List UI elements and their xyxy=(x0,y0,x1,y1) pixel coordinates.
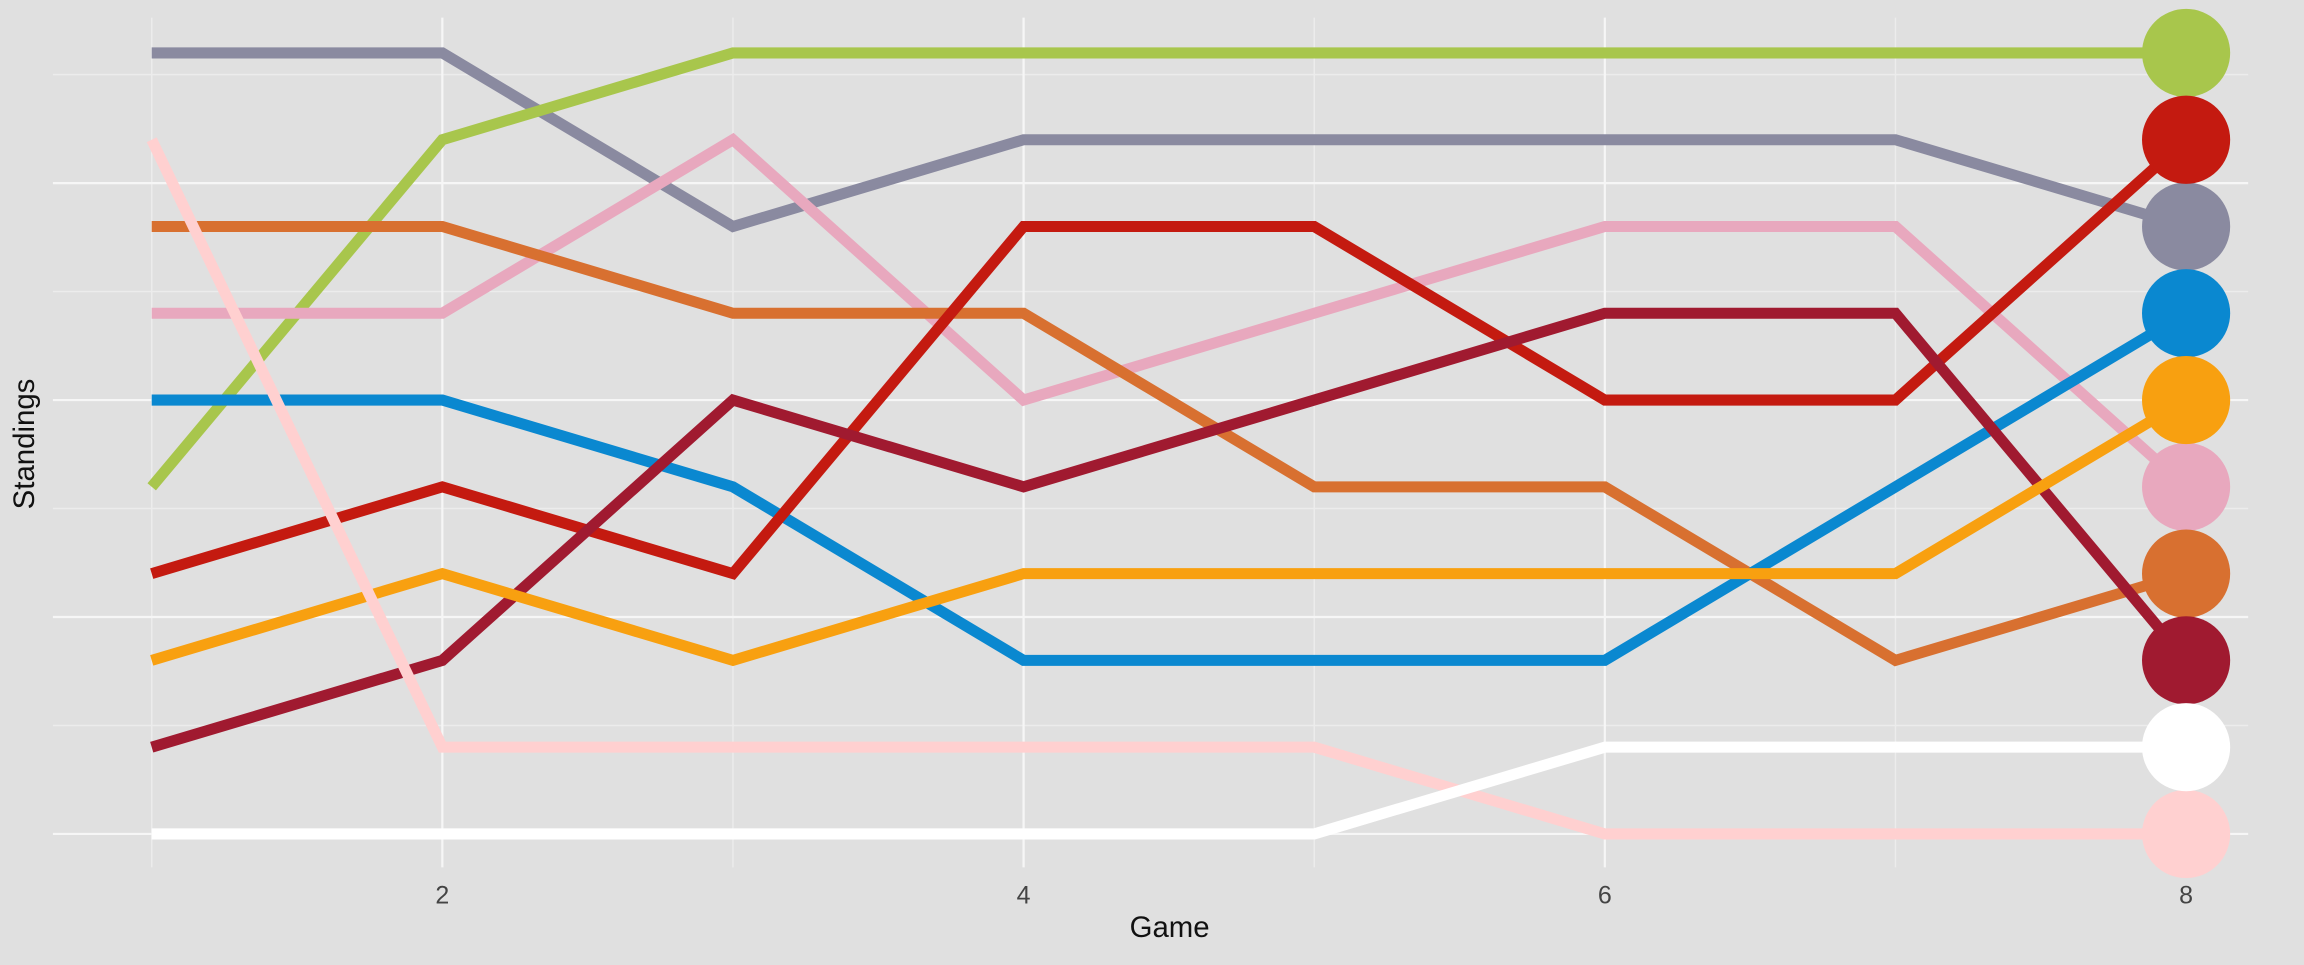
series-line xyxy=(151,741,2187,840)
x-tick-label: 8 xyxy=(2179,881,2193,909)
series-line xyxy=(150,135,2190,580)
series-line xyxy=(151,308,2189,666)
series-line xyxy=(146,137,2187,840)
series-line xyxy=(150,395,2189,667)
team-badge xyxy=(2142,616,2231,705)
team-badge xyxy=(2142,442,2231,531)
team-badge xyxy=(2142,8,2231,98)
team-badge xyxy=(2142,529,2231,618)
series-line xyxy=(150,307,2191,753)
y-axis-title: Standings xyxy=(8,379,41,510)
team-badge xyxy=(2142,789,2231,879)
series-line xyxy=(147,47,2187,491)
team-badge xyxy=(2142,95,2231,184)
team-badge xyxy=(2142,355,2231,445)
x-tick-label: 6 xyxy=(1598,881,1612,909)
series-line xyxy=(151,220,2188,667)
team-badge xyxy=(2142,703,2231,792)
team-badge xyxy=(2142,182,2231,271)
x-tick-label: 4 xyxy=(1017,881,1031,909)
x-tick-label: 2 xyxy=(435,881,449,909)
series-line xyxy=(151,47,2188,233)
series-line xyxy=(151,132,2190,491)
team-badge xyxy=(2142,269,2231,358)
x-axis-title: Game xyxy=(1130,911,1210,944)
